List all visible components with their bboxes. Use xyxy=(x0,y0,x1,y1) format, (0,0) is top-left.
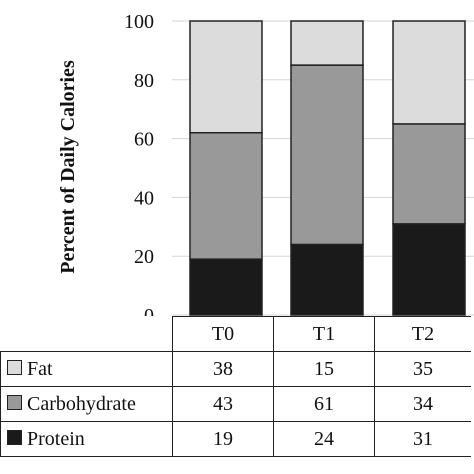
table-corner xyxy=(0,316,173,352)
carbohydrate-swatch xyxy=(7,395,22,411)
cell-protein-t1: 24 xyxy=(273,421,375,457)
stacked-bar-chart: 0 20 40 60 80 100 xyxy=(124,11,474,316)
column-header-t0: T0 xyxy=(172,316,274,352)
legend-carbohydrate-label: Carbohydrate xyxy=(27,392,136,415)
table-row-carbohydrate: Carbohydrate 43 61 34 xyxy=(0,386,471,422)
column-header-t2: T2 xyxy=(374,316,471,352)
y-tick-label: 0 xyxy=(144,305,154,316)
y-tick-label: 20 xyxy=(134,246,154,268)
bar-carbohydrate-t0 xyxy=(189,131,263,260)
cell-carbohydrate-t2: 34 xyxy=(374,386,471,422)
bar-carbohydrate-t2 xyxy=(392,123,466,225)
table-header-row: T0 T1 T2 xyxy=(0,316,471,352)
bars xyxy=(189,20,466,316)
cell-fat-t0: 38 xyxy=(172,351,274,387)
bar-carbohydrate-t1 xyxy=(290,64,364,246)
fat-swatch xyxy=(7,360,22,376)
y-tick-label: 80 xyxy=(134,70,154,92)
bar-protein-t2 xyxy=(392,223,466,316)
legend-fat-label: Fat xyxy=(27,357,53,380)
cell-fat-t2: 35 xyxy=(374,351,471,387)
data-table: T0 T1 T2 Fat 38 15 35 Carbohydrate 43 61… xyxy=(0,316,471,457)
table-row-fat: Fat 38 15 35 xyxy=(0,351,471,387)
cell-fat-t1: 15 xyxy=(273,351,375,387)
y-tick-label: 100 xyxy=(124,11,154,33)
bar-protein-t0 xyxy=(189,258,263,316)
table-row-protein: Protein 19 24 31 xyxy=(0,421,471,457)
bar-fat-t2 xyxy=(392,20,466,125)
cell-protein-t2: 31 xyxy=(374,421,471,457)
bar-fat-t1 xyxy=(290,20,364,66)
legend-protein: Protein xyxy=(0,421,173,457)
cell-protein-t0: 19 xyxy=(172,421,274,457)
bar-fat-t0 xyxy=(189,20,263,134)
y-tick-label: 60 xyxy=(134,129,154,151)
protein-swatch xyxy=(7,430,22,446)
legend-fat: Fat xyxy=(0,351,173,387)
y-tick-labels: 0 20 40 60 80 100 xyxy=(124,11,154,316)
y-tick-label: 40 xyxy=(134,187,154,209)
legend-protein-label: Protein xyxy=(27,427,85,450)
legend-carbohydrate: Carbohydrate xyxy=(0,386,173,422)
bar-protein-t1 xyxy=(290,243,364,316)
column-header-t1: T1 xyxy=(273,316,375,352)
cell-carbohydrate-t1: 61 xyxy=(273,386,375,422)
cell-carbohydrate-t0: 43 xyxy=(172,386,274,422)
